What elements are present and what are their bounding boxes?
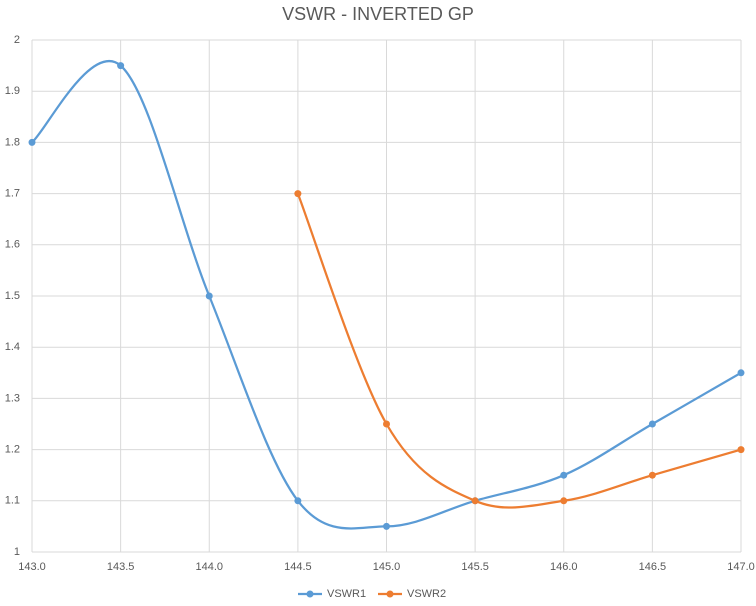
y-tick-label: 1.3 bbox=[5, 392, 20, 404]
y-tick-label: 1.8 bbox=[5, 136, 20, 148]
y-tick-label: 1.5 bbox=[5, 290, 20, 302]
x-tick-label: 145.0 bbox=[373, 561, 401, 573]
x-tick-label: 144.0 bbox=[195, 561, 223, 573]
series-line bbox=[296, 193, 741, 509]
data-point bbox=[205, 292, 213, 300]
x-tick-label: 143.5 bbox=[107, 561, 135, 573]
data-point bbox=[383, 522, 390, 530]
series-line bbox=[32, 60, 741, 530]
y-tick-label: 2 bbox=[14, 34, 20, 46]
data-point bbox=[560, 497, 568, 505]
y-tick-label: 1.2 bbox=[5, 444, 20, 456]
y-tick-label: 1.1 bbox=[5, 495, 20, 507]
data-point bbox=[648, 471, 656, 479]
legend-label: VSWR1 bbox=[327, 588, 366, 600]
data-point bbox=[383, 420, 390, 428]
y-tick-label: 1.7 bbox=[5, 188, 20, 200]
y-tick-label: 1.9 bbox=[5, 85, 20, 97]
x-tick-label: 146.5 bbox=[639, 561, 667, 573]
data-point bbox=[737, 446, 745, 454]
data-point bbox=[560, 471, 568, 479]
y-tick-label: 1.6 bbox=[5, 239, 20, 251]
legend-marker bbox=[386, 590, 394, 598]
legend-label: VSWR2 bbox=[407, 588, 446, 600]
data-point bbox=[294, 497, 302, 505]
data-point bbox=[471, 497, 479, 505]
chart-title: VSWR - INVERTED GP bbox=[282, 4, 474, 24]
y-tick-label: 1.4 bbox=[5, 341, 20, 353]
data-point bbox=[28, 138, 36, 146]
x-tick-label: 147.0 bbox=[727, 561, 755, 573]
data-point bbox=[648, 420, 656, 428]
data-point bbox=[737, 369, 745, 377]
x-tick-label: 143.0 bbox=[18, 561, 46, 573]
x-tick-label: 146.0 bbox=[550, 561, 578, 573]
y-tick-label: 1 bbox=[14, 546, 20, 558]
data-point bbox=[117, 62, 125, 70]
x-tick-label: 144.5 bbox=[284, 561, 312, 573]
legend-marker bbox=[306, 590, 314, 598]
data-point bbox=[294, 190, 302, 198]
x-tick-label: 145.5 bbox=[461, 561, 489, 573]
